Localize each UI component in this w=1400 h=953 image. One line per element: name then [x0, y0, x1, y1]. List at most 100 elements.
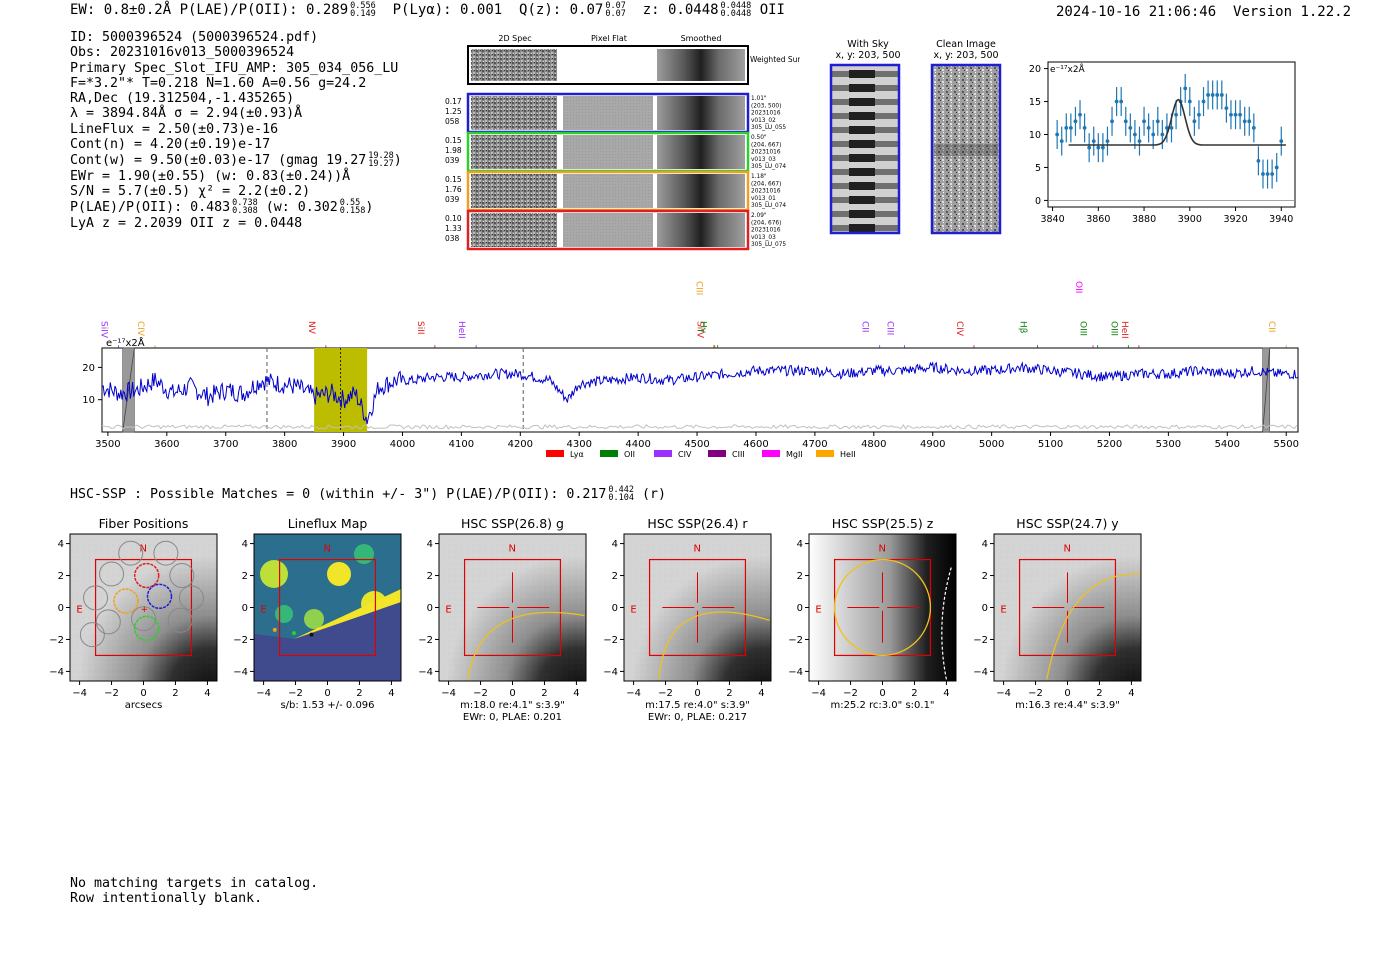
cutout-left-label: 0.15 — [445, 175, 462, 184]
fit-data-point — [1142, 119, 1146, 124]
line-marker-label: OIII — [1108, 321, 1118, 336]
line-marker-label: Hβ — [1018, 321, 1028, 334]
fit-y-tick: 10 — [1029, 130, 1041, 141]
fit-y-tick: 5 — [1035, 163, 1041, 174]
fit-x-tick: 3840 — [1040, 214, 1064, 225]
fit-data-point — [1110, 119, 1114, 124]
cutout-left-label: 1.25 — [445, 107, 462, 116]
fit-data-point — [1247, 119, 1252, 124]
cutout-right-label: 1.18" — [751, 174, 767, 180]
fit-data-point — [1055, 132, 1060, 137]
fiber-circle — [178, 585, 204, 611]
hsc-caption: s/b: 1.53 +/- 0.096 — [280, 700, 374, 711]
hsc-y-tick: −4 — [49, 667, 64, 678]
cutout-right-label: 20231016 — [751, 111, 781, 117]
line-marker-label: HeII — [1119, 321, 1129, 339]
fiber-circle — [131, 606, 156, 632]
legend-swatch — [600, 450, 618, 457]
fit-model-curve — [1068, 98, 1286, 146]
line-marker-label: CIII — [694, 281, 704, 295]
hsc-y-tick: 2 — [982, 571, 988, 582]
hsc-x-tick: −4 — [441, 688, 456, 699]
info-lyaz: LyA z = 2.2039 OII z = 0.0448 — [70, 215, 303, 231]
legend-label: CIII — [732, 450, 745, 459]
hsc-y-tick: 0 — [797, 603, 803, 614]
hsc-y-tick: 4 — [982, 539, 988, 550]
hsc-caption: arcsecs — [125, 700, 163, 711]
hsc-y-tick: −4 — [603, 667, 618, 678]
hsc-x-tick: 2 — [1096, 688, 1102, 699]
hsc-y-tick: 0 — [242, 603, 248, 614]
hsc-x-tick: 2 — [726, 688, 732, 699]
legend-swatch — [762, 450, 780, 457]
redshift-value: z: 0.0448 — [642, 2, 719, 18]
hsc-x-tick: 0 — [509, 688, 515, 699]
legend-label: CIV — [678, 450, 692, 459]
hsc-x-tick: −2 — [1028, 688, 1043, 699]
cutout-right-label: 305_LU_074 — [751, 203, 786, 209]
north-label: N — [140, 544, 147, 555]
fiber-circle — [153, 540, 179, 566]
info-plae: P(LAE)/P(OII): 0.483 0.738 0.308 (w: 0.302… — [70, 198, 374, 217]
fiber-circle — [133, 615, 160, 642]
hsc-panel: Fiber Positions N E + −4 −4 −2 −2 0 0 2 2 4 4 arcsecs — [49, 516, 218, 711]
fit-data-point — [1201, 99, 1206, 104]
north-label: N — [694, 544, 701, 555]
fit-y-tick: 0 — [1035, 196, 1041, 207]
cutout-right-label: v013_01 — [751, 196, 776, 202]
line-marker-label: CIV — [135, 321, 145, 337]
legend-label: HeII — [840, 450, 856, 459]
hsc-summary: HSC-SSP : Possible Matches = 0 (within +… — [70, 485, 667, 503]
hsc-panel: HSC SSP(26.4) r N E −4 −4 −2 −2 0 0 2 2 4 4 m:17.5 re… — [603, 516, 772, 723]
hsc-y-tick: −2 — [603, 635, 618, 646]
fiber-circle — [118, 540, 144, 566]
line-marker-label: OII — [1073, 281, 1083, 293]
hsc-y-tick: 2 — [797, 571, 803, 582]
north-label: N — [509, 544, 516, 555]
cutout-left-label: 058 — [445, 117, 460, 126]
line-marker-label: HeII — [456, 321, 466, 339]
fit-data-point — [1270, 172, 1275, 176]
fit-x-tick: 3940 — [1269, 214, 1293, 225]
fit-data-point — [1119, 99, 1124, 104]
info-contw: Cont(w) = 9.50(±0.03)e-17 (gmag 19.27 19.… — [70, 151, 402, 170]
spectrum-x-tick: 5500 — [1273, 439, 1298, 450]
hsc-panel-title: HSC SSP(25.5) z — [832, 516, 934, 531]
fit-data-point — [1151, 132, 1156, 137]
legend-label: OII — [624, 450, 635, 459]
fit-data-point — [1064, 126, 1069, 130]
fit-data-point — [1068, 126, 1073, 130]
hsc-x-tick: −2 — [288, 688, 303, 699]
spectrum-x-tick: 5200 — [1097, 439, 1122, 450]
cutout-right-label: 20231016 — [751, 189, 781, 195]
line-marker-label: CIV — [954, 321, 964, 337]
hsc-x-tick: −2 — [843, 688, 858, 699]
fit-data-point — [1256, 158, 1261, 163]
legend-swatch — [816, 450, 834, 457]
legend-swatch — [708, 450, 726, 457]
cutout-left-label: 038 — [445, 234, 460, 243]
legend-label: MgII — [786, 450, 803, 459]
fit-data-point — [1279, 139, 1284, 143]
clean-title: Clean Image — [936, 39, 996, 50]
fit-data-point — [1087, 145, 1092, 150]
line-marker-label: NV — [306, 321, 316, 335]
cutout-right-label: 2.09" — [751, 213, 767, 219]
hsc-x-tick: 4 — [758, 688, 764, 699]
hsc-caption: m:16.3 re:4.4" s:3.9" — [1015, 700, 1120, 711]
hsc-x-tick: 0 — [694, 688, 700, 699]
spectrum-frame — [101, 347, 1299, 433]
cutout-right-label: 20231016 — [751, 228, 781, 234]
info-sn: S/N = 5.7(±0.5) χ² = 2.2(±0.2) — [70, 183, 311, 199]
cutout-left-label: 1.76 — [445, 185, 462, 194]
fiber-circle — [83, 585, 109, 611]
hsc-y-tick: 4 — [797, 539, 803, 550]
hsc-panel-title: Lineflux Map — [288, 516, 368, 531]
hsc-caption-secondary: EWr: 0, PLAE: 0.201 — [463, 712, 562, 723]
fit-data-point — [1128, 126, 1133, 130]
hsc-caption: m:25.2 rc:3.0" s:0.1" — [830, 700, 934, 711]
fit-y-tick: 15 — [1029, 97, 1041, 108]
fiber-cutouts: 2D Spec Pixel Flat Smoothed Weighted Sum… — [445, 34, 800, 251]
fit-data-point — [1251, 126, 1256, 130]
